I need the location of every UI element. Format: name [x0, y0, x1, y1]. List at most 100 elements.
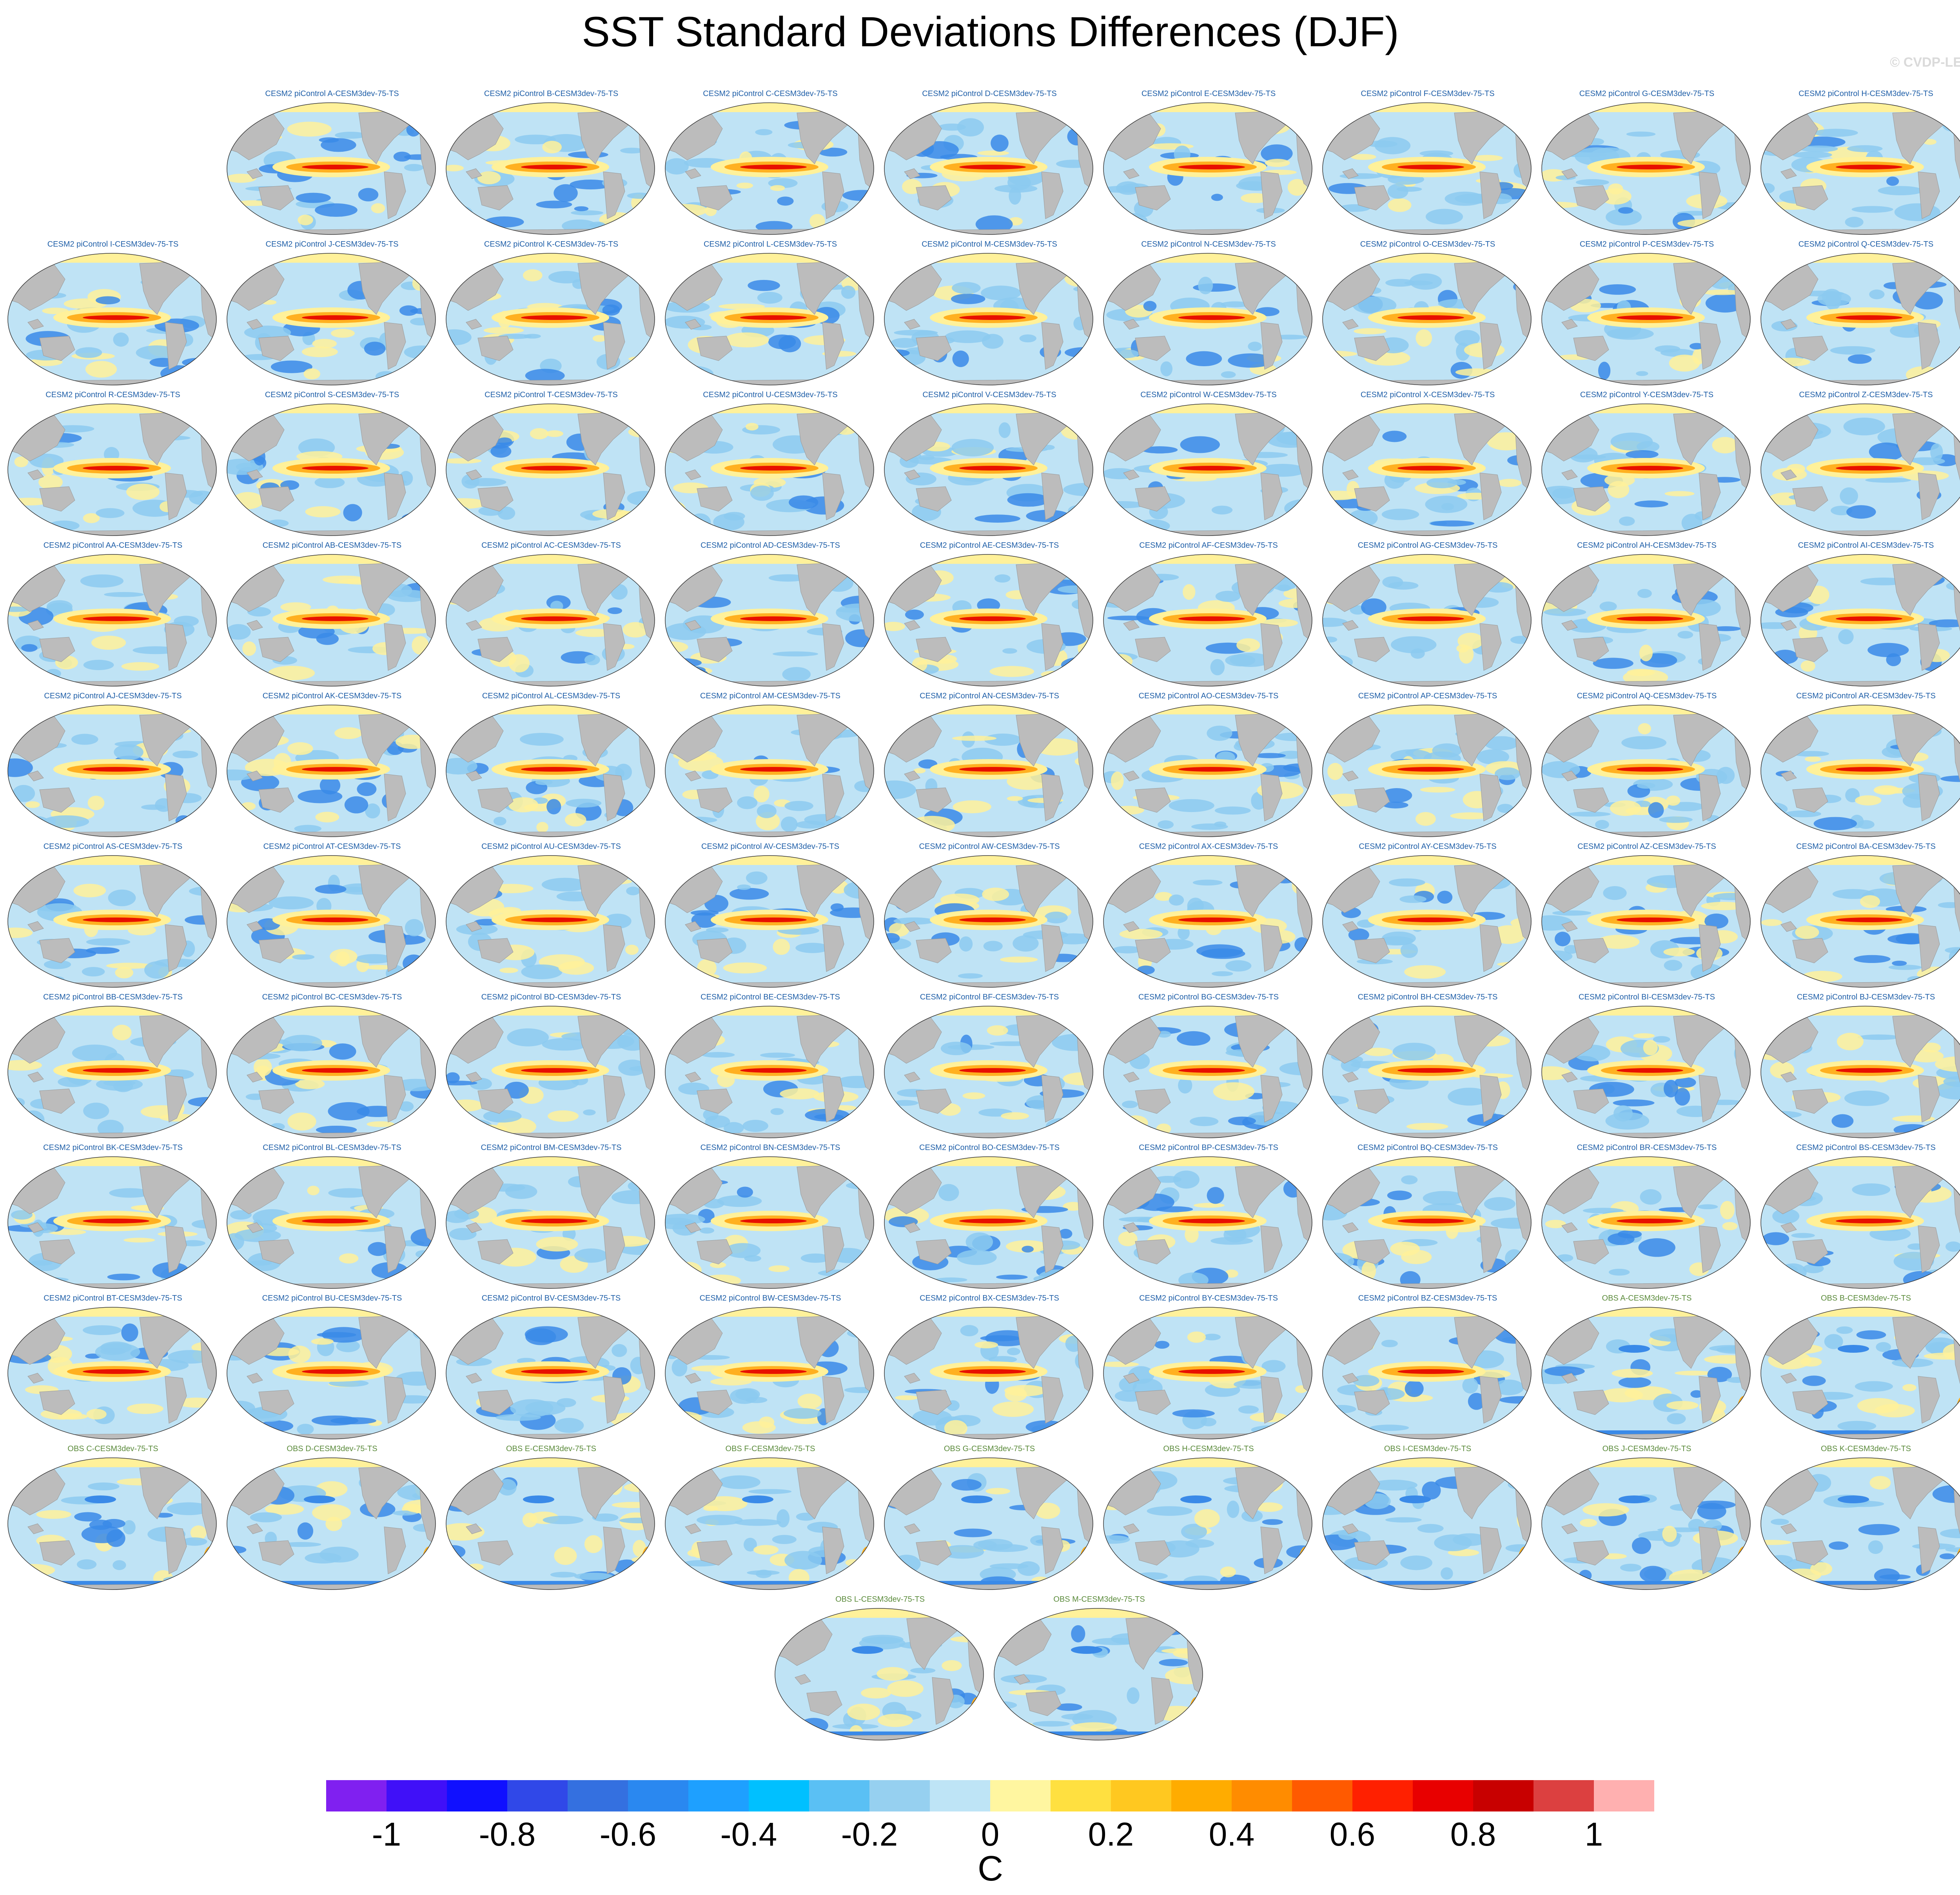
map-panel: CESM2 piControl T-CESM3dev-75-TS [441, 391, 661, 543]
map-panel: CESM2 piControl AY-CESM3dev-75-TS [1318, 842, 1537, 995]
world-map [665, 1156, 874, 1289]
map-panel: CESM2 piControl N-CESM3dev-75-TS [1099, 240, 1318, 393]
map-panel: CESM2 piControl AH-CESM3dev-75-TS [1537, 541, 1757, 694]
map-panel: CESM2 piControl F-CESM3dev-75-TS [1318, 89, 1537, 242]
colorbar-swatch [869, 1780, 930, 1811]
world-map [1541, 1006, 1751, 1138]
world-map [446, 1156, 655, 1289]
panel-title: CESM2 piControl BL-CESM3dev-75-TS [263, 1143, 401, 1152]
map-panel: CESM2 piControl BO-CESM3dev-75-TS [880, 1143, 1099, 1296]
colorbar-swatch [1413, 1780, 1474, 1811]
map-panel: CESM2 piControl AX-CESM3dev-75-TS [1099, 842, 1318, 995]
map-panel: CESM2 piControl C-CESM3dev-75-TS [661, 89, 880, 242]
world-map [1760, 403, 1960, 536]
panel-title: CESM2 piControl N-CESM3dev-75-TS [1141, 240, 1276, 249]
panel-title: CESM2 piControl BB-CESM3dev-75-TS [43, 993, 183, 1001]
panel-title: OBS E-CESM3dev-75-TS [506, 1444, 597, 1453]
panel-title: CESM2 piControl BQ-CESM3dev-75-TS [1357, 1143, 1498, 1152]
panel-title: CESM2 piControl AM-CESM3dev-75-TS [700, 692, 840, 700]
map-panel: CESM2 piControl R-CESM3dev-75-TS [3, 391, 223, 543]
colorbar-tick-label: -0.8 [479, 1816, 536, 1853]
map-panel: CESM2 piControl AK-CESM3dev-75-TS [222, 692, 442, 845]
map-panel: CESM2 piControl U-CESM3dev-75-TS [661, 391, 880, 543]
world-map [1541, 1156, 1751, 1289]
colorbar-tick-label: 0.8 [1450, 1816, 1496, 1853]
panel-title: CESM2 piControl BE-CESM3dev-75-TS [701, 993, 840, 1001]
world-map [1541, 102, 1751, 235]
world-map [1103, 1307, 1312, 1439]
colorbar-tick-label: -0.6 [599, 1816, 657, 1853]
map-panel: CESM2 piControl A-CESM3dev-75-TS [222, 89, 442, 242]
panel-title: CESM2 piControl G-CESM3dev-75-TS [1579, 89, 1715, 98]
panel-title: CESM2 piControl AT-CESM3dev-75-TS [263, 842, 401, 851]
map-panel: CESM2 piControl AI-CESM3dev-75-TS [1756, 541, 1960, 694]
world-map [1760, 1457, 1960, 1590]
colorbar-swatch [1534, 1780, 1594, 1811]
panel-title: CESM2 piControl Z-CESM3dev-75-TS [1799, 391, 1933, 399]
panel-title: CESM2 piControl AS-CESM3dev-75-TS [43, 842, 183, 851]
panel-title: CESM2 piControl AD-CESM3dev-75-TS [701, 541, 840, 550]
panel-title: OBS A-CESM3dev-75-TS [1602, 1294, 1692, 1303]
world-map [1541, 403, 1751, 536]
world-map [1322, 403, 1532, 536]
world-map [1322, 855, 1532, 988]
map-panel: CESM2 piControl Y-CESM3dev-75-TS [1537, 391, 1757, 543]
map-panel: CESM2 piControl BM-CESM3dev-75-TS [441, 1143, 661, 1296]
panel-title: OBS K-CESM3dev-75-TS [1820, 1444, 1911, 1453]
panel-title: CESM2 piControl BI-CESM3dev-75-TS [1579, 993, 1715, 1001]
world-map [446, 1457, 655, 1590]
map-panel: CESM2 piControl L-CESM3dev-75-TS [661, 240, 880, 393]
map-panel: CESM2 piControl AJ-CESM3dev-75-TS [3, 692, 223, 845]
panel-title: CESM2 piControl AI-CESM3dev-75-TS [1798, 541, 1934, 550]
world-map [7, 1457, 217, 1590]
map-panel: CESM2 piControl BA-CESM3dev-75-TS [1756, 842, 1960, 995]
map-panel: CESM2 piControl Z-CESM3dev-75-TS [1756, 391, 1960, 543]
panel-title: CESM2 piControl BS-CESM3dev-75-TS [1796, 1143, 1936, 1152]
panel-title: CESM2 piControl AQ-CESM3dev-75-TS [1577, 692, 1717, 700]
map-panel: OBS I-CESM3dev-75-TS [1318, 1444, 1537, 1597]
map-panel: CESM2 piControl I-CESM3dev-75-TS [3, 240, 223, 393]
panel-title: CESM2 piControl D-CESM3dev-75-TS [922, 89, 1057, 98]
world-map [1760, 855, 1960, 988]
map-panel: CESM2 piControl AM-CESM3dev-75-TS [661, 692, 880, 845]
world-map [227, 705, 436, 837]
panel-title: CESM2 piControl H-CESM3dev-75-TS [1798, 89, 1933, 98]
colorbar-swatch [1352, 1780, 1413, 1811]
map-panel: CESM2 piControl O-CESM3dev-75-TS [1318, 240, 1537, 393]
map-panel: CESM2 piControl AD-CESM3dev-75-TS [661, 541, 880, 694]
map-panel: CESM2 piControl BZ-CESM3dev-75-TS [1318, 1294, 1537, 1447]
map-panel: CESM2 piControl BT-CESM3dev-75-TS [3, 1294, 223, 1447]
world-map [227, 1457, 436, 1590]
map-panel: CESM2 piControl AB-CESM3dev-75-TS [222, 541, 442, 694]
panel-title: CESM2 piControl B-CESM3dev-75-TS [484, 89, 619, 98]
panel-title: OBS D-CESM3dev-75-TS [287, 1444, 377, 1453]
panel-title: CESM2 piControl AP-CESM3dev-75-TS [1358, 692, 1497, 700]
world-map [884, 705, 1093, 837]
world-map [7, 855, 217, 988]
map-panel: CESM2 piControl BK-CESM3dev-75-TS [3, 1143, 223, 1296]
world-map [994, 1608, 1203, 1741]
panel-title: CESM2 piControl AU-CESM3dev-75-TS [481, 842, 621, 851]
colorbar-swatch [628, 1780, 689, 1811]
colorbar-tick-label: 0.2 [1088, 1816, 1134, 1853]
map-panel: OBS K-CESM3dev-75-TS [1756, 1444, 1960, 1597]
colorbar-swatch [1111, 1780, 1172, 1811]
world-map [665, 1457, 874, 1590]
world-map [1322, 253, 1532, 385]
panel-title: CESM2 piControl BT-CESM3dev-75-TS [44, 1294, 182, 1303]
panel-title: CESM2 piControl E-CESM3dev-75-TS [1141, 89, 1276, 98]
map-panel: CESM2 piControl BF-CESM3dev-75-TS [880, 993, 1099, 1146]
world-map [446, 554, 655, 687]
map-panel: CESM2 piControl Q-CESM3dev-75-TS [1756, 240, 1960, 393]
figure-title: SST Standard Deviations Differences (DJF… [582, 8, 1399, 55]
world-map [884, 403, 1093, 536]
colorbar-swatch [1473, 1780, 1534, 1811]
map-panel: OBS L-CESM3dev-75-TS [770, 1595, 990, 1748]
world-map [1322, 1006, 1532, 1138]
panel-title: CESM2 piControl AB-CESM3dev-75-TS [262, 541, 402, 550]
map-panel: CESM2 piControl BI-CESM3dev-75-TS [1537, 993, 1757, 1146]
map-panel: CESM2 piControl AG-CESM3dev-75-TS [1318, 541, 1537, 694]
panel-title: CESM2 piControl BR-CESM3dev-75-TS [1577, 1143, 1717, 1152]
map-panel: CESM2 piControl AR-CESM3dev-75-TS [1756, 692, 1960, 845]
world-map [1322, 705, 1532, 837]
